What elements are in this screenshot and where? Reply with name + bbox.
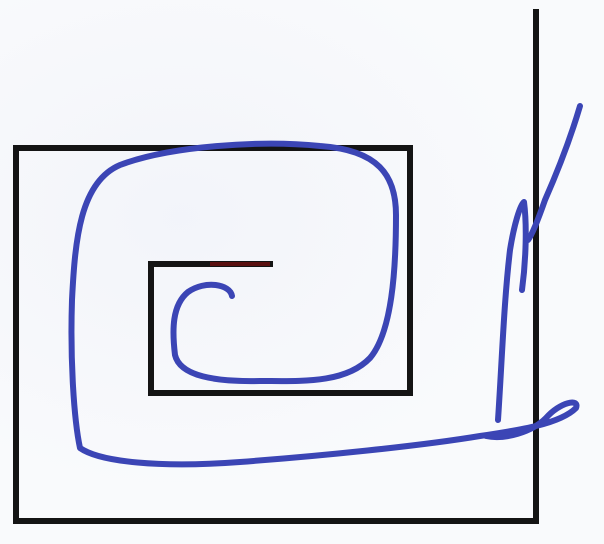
diagonal-stroke-right	[525, 103, 583, 243]
spiral-stroke	[68, 140, 580, 468]
pen-trace	[68, 103, 583, 468]
printed-maze-outline	[13, 9, 539, 524]
outer-wall-path	[13, 9, 539, 524]
vertical-stroke-left	[495, 199, 529, 423]
